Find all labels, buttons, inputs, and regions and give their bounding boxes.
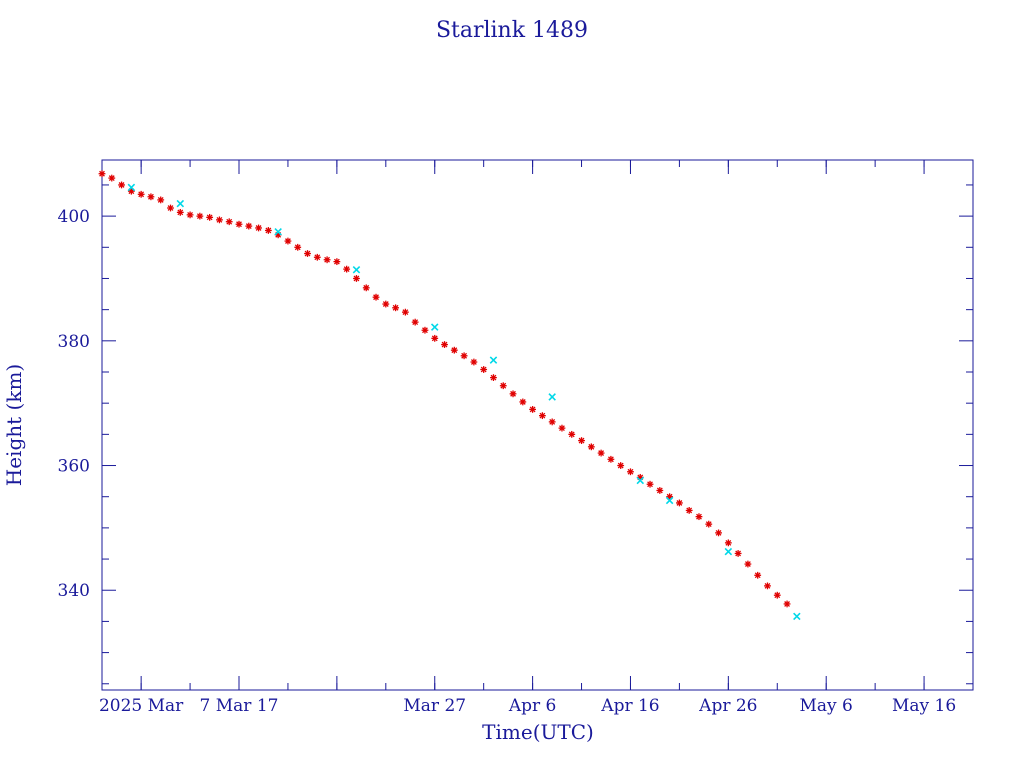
data-point-star bbox=[529, 406, 537, 413]
data-point-star bbox=[343, 265, 351, 273]
data-point-star bbox=[382, 300, 390, 308]
data-point-star bbox=[186, 211, 194, 219]
data-point-star bbox=[118, 181, 125, 189]
data-point-star bbox=[558, 424, 566, 432]
y-tick-label: 360 bbox=[58, 457, 90, 477]
x-tick-label: Apr 16 bbox=[600, 696, 659, 716]
x-axis-label: Time(UTC) bbox=[482, 720, 594, 744]
data-point-star bbox=[783, 600, 791, 608]
x-tick-label: 2025 Mar bbox=[99, 696, 184, 716]
data-point-star bbox=[705, 520, 713, 528]
data-point-star bbox=[480, 366, 488, 373]
data-point-cross bbox=[793, 612, 801, 621]
data-point-star bbox=[490, 374, 497, 382]
x-tick-label: May 16 bbox=[892, 696, 956, 716]
data-point-star bbox=[656, 487, 664, 494]
data-point-star bbox=[499, 382, 507, 390]
data-point-star bbox=[284, 237, 292, 245]
data-point-cross bbox=[176, 199, 185, 208]
data-point-star bbox=[304, 250, 311, 257]
x-axis: 2025 Mar 7 Mar 17 Mar 27 Apr 6 Apr 16 Apr 26 M… bbox=[99, 160, 974, 716]
data-point-star bbox=[264, 227, 272, 234]
x-tick-label: Apr 26 bbox=[698, 696, 757, 716]
data-point-star bbox=[353, 275, 360, 282]
data-point-cross bbox=[636, 476, 645, 485]
data-point-star bbox=[98, 170, 106, 178]
data-point-cross bbox=[548, 393, 556, 401]
data-point-star bbox=[568, 430, 576, 438]
data-points bbox=[98, 170, 801, 621]
data-point-star bbox=[724, 539, 732, 547]
data-point-star bbox=[587, 443, 595, 451]
data-point-cross bbox=[430, 323, 439, 331]
data-point-star bbox=[313, 253, 321, 261]
data-point-cross bbox=[724, 547, 733, 556]
data-point-star bbox=[196, 212, 204, 220]
data-point-star bbox=[538, 412, 546, 420]
data-point-star bbox=[548, 418, 556, 426]
data-point-star bbox=[392, 304, 400, 312]
y-tick-label: 340 bbox=[58, 581, 90, 601]
data-point-star bbox=[519, 398, 527, 406]
data-point-star bbox=[734, 550, 742, 557]
data-point-star bbox=[695, 513, 703, 521]
x-tick-label: 7 Mar 17 bbox=[200, 696, 279, 716]
data-point-star bbox=[323, 256, 331, 264]
data-point-star bbox=[754, 571, 762, 579]
data-point-star bbox=[362, 284, 370, 292]
data-point-star bbox=[225, 218, 233, 226]
chart-title: Starlink 1489 bbox=[436, 18, 588, 43]
data-point-star bbox=[646, 480, 654, 488]
data-point-star bbox=[176, 208, 184, 216]
data-point-star bbox=[773, 591, 781, 599]
data-point-star bbox=[764, 582, 771, 590]
data-point-star bbox=[245, 222, 253, 230]
data-point-star bbox=[685, 507, 693, 514]
data-point-star bbox=[617, 462, 625, 469]
data-point-cross bbox=[665, 496, 674, 505]
data-point-star bbox=[157, 196, 165, 204]
data-point-star bbox=[421, 326, 429, 334]
x-tick-label: Apr 6 bbox=[508, 696, 557, 716]
data-point-cross bbox=[274, 227, 282, 236]
data-point-cross bbox=[352, 265, 361, 274]
data-point-star bbox=[255, 224, 262, 232]
plot-frame bbox=[101, 159, 974, 691]
data-point-star bbox=[441, 341, 448, 348]
data-point-star bbox=[460, 352, 468, 360]
y-tick-label: 400 bbox=[58, 207, 90, 227]
data-point-star bbox=[333, 258, 341, 266]
data-point-star bbox=[137, 190, 145, 198]
x-tick-label: Mar 27 bbox=[403, 696, 466, 716]
data-point-star bbox=[167, 204, 174, 212]
data-point-star bbox=[147, 193, 155, 201]
data-point-star bbox=[578, 437, 585, 444]
data-point-star bbox=[206, 213, 214, 221]
data-point-star bbox=[715, 529, 722, 537]
data-point-star bbox=[676, 499, 683, 507]
data-point-star bbox=[597, 449, 605, 457]
y-tick-label: 380 bbox=[58, 332, 90, 352]
data-point-star bbox=[216, 216, 223, 224]
data-point-star bbox=[627, 468, 634, 476]
data-point-star bbox=[411, 318, 419, 326]
y-axis: 340 360 380 400 bbox=[58, 184, 973, 685]
y-axis-label: Height (km) bbox=[2, 364, 26, 486]
data-point-star bbox=[235, 220, 243, 228]
data-point-star bbox=[294, 243, 302, 251]
data-point-star bbox=[450, 346, 458, 354]
data-point-star bbox=[509, 390, 517, 398]
data-point-cross bbox=[489, 356, 498, 364]
data-point-star bbox=[744, 560, 752, 568]
data-point-star bbox=[607, 455, 615, 463]
data-point-star bbox=[372, 293, 380, 301]
data-point-star bbox=[431, 334, 439, 342]
data-point-star bbox=[401, 308, 409, 316]
data-point-star bbox=[470, 358, 478, 366]
x-tick-label: May 6 bbox=[800, 696, 853, 716]
data-point-star bbox=[108, 174, 116, 182]
data-point-cross bbox=[127, 183, 136, 192]
